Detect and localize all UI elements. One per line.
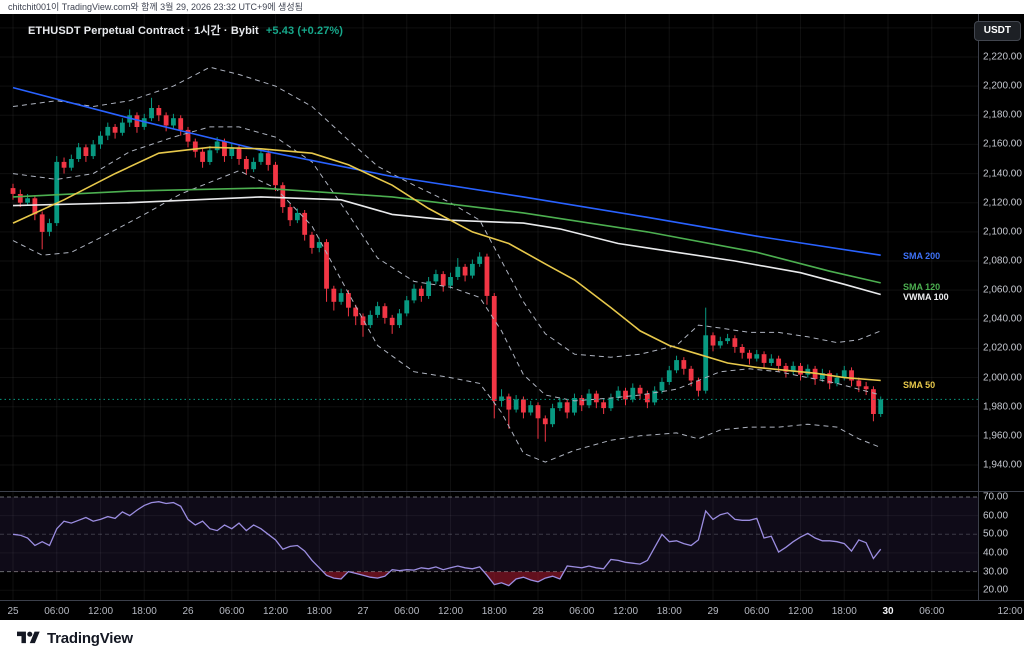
time-tick-label: 06:00 — [744, 606, 770, 617]
symbol-title: ETHUSDT Perpetual Contract · 1시간 · Bybit — [28, 25, 259, 37]
price-tick-label: 2,200.00 — [983, 80, 1022, 92]
time-tick-label: 06:00 — [394, 606, 420, 617]
overlay-line — [12, 86, 881, 256]
price-tick-label: 2,080.00 — [983, 255, 1022, 267]
tradingview-logo-icon — [17, 631, 40, 644]
time-tick-label: 26 — [182, 606, 194, 617]
time-tick-label: 27 — [357, 606, 369, 617]
price-pane[interactable] — [0, 14, 978, 491]
time-tick-label: 12:00 — [787, 606, 814, 617]
overlay-line — [12, 146, 881, 382]
price-tick-label: 2,140.00 — [983, 168, 1022, 180]
time-tick-label: 18:00 — [481, 606, 507, 617]
price-tick-label: 2,100.00 — [983, 226, 1022, 238]
time-tick-label: 06:00 — [219, 606, 245, 617]
price-tick-label: 2,060.00 — [983, 284, 1022, 296]
time-tick-label: 12:00 — [997, 606, 1023, 617]
price-tick-label: 2,120.00 — [983, 197, 1022, 209]
price-tick-label: 1,960.00 — [983, 430, 1022, 442]
time-tick-label: 12:00 — [612, 606, 639, 617]
price-tick-label: 2,020.00 — [983, 342, 1022, 354]
price-tick-label: 2,000.00 — [983, 372, 1022, 384]
time-tick-label: 12:00 — [262, 606, 289, 617]
sma-200-label: SMA 200 — [903, 251, 941, 261]
sma-120-label: SMA 120 — [903, 282, 941, 292]
time-tick-label: 29 — [707, 606, 719, 617]
time-tick-label: 06:00 — [919, 606, 945, 617]
overlay-line — [12, 126, 881, 402]
pane-separator[interactable] — [0, 491, 1024, 492]
time-tick-label: 18:00 — [131, 606, 157, 617]
overlay-line — [12, 196, 881, 296]
time-tick-label: 06:00 — [569, 606, 595, 617]
time-tick-label: 25 — [7, 606, 19, 617]
price-tick-label: 2,180.00 — [983, 109, 1022, 121]
rsi-tick-label: 30.00 — [983, 566, 1009, 578]
rsi-tick-label: 20.00 — [983, 584, 1009, 596]
time-tick-label: 18:00 — [831, 606, 857, 617]
rsi-tick-label: 50.00 — [983, 528, 1009, 540]
rsi-tick-label: 70.00 — [983, 491, 1009, 503]
currency-toggle-button[interactable]: USDT — [973, 21, 1021, 41]
overlay-line — [12, 187, 881, 284]
time-tick-label: 30 — [882, 606, 894, 617]
rsi-tick-label: 60.00 — [983, 510, 1009, 522]
candles-layer — [10, 97, 884, 442]
time-tick-label: 18:00 — [656, 606, 682, 617]
price-tick-label: 2,220.00 — [983, 51, 1022, 63]
chart-area[interactable]: 2,220.00 2,200.00 2,180.00 2,160.00 2,140.00… — [0, 14, 1024, 620]
footer: TradingView — [0, 620, 1024, 656]
overlay-line — [12, 66, 881, 358]
time-tick-label: 28 — [532, 606, 544, 617]
sma-50-label: SMA 50 — [903, 380, 936, 390]
symbol-legend[interactable]: ETHUSDT Perpetual Contract · 1시간 · Bybit… — [28, 22, 343, 38]
brand-wordmark: TradingView — [47, 629, 133, 647]
time-tick-label: 06:00 — [44, 606, 70, 617]
attribution-banner: chitchit001이 TradingView.com와 함께 3월 29, … — [0, 0, 1024, 14]
rsi-tick-label: 40.00 — [983, 547, 1009, 559]
rsi-pane[interactable] — [0, 492, 978, 600]
price-change: +5.43 (+0.27%) — [265, 25, 344, 37]
vwma-100-label: VWMA 100 — [903, 292, 949, 302]
rsi-line — [12, 501, 882, 587]
time-tick-label: 12:00 — [87, 606, 114, 617]
price-axis[interactable]: 2,220.00 2,200.00 2,180.00 2,160.00 2,140.00… — [978, 14, 1024, 600]
price-tick-label: 2,160.00 — [983, 138, 1022, 150]
price-tick-label: 1,940.00 — [983, 459, 1022, 471]
price-tick-label: 2,040.00 — [983, 313, 1022, 325]
time-tick-label: 18:00 — [306, 606, 332, 617]
attribution-text: chitchit001이 TradingView.com와 함께 3월 29, … — [8, 2, 303, 12]
time-tick-label: 12:00 — [437, 606, 464, 617]
overlay-line — [12, 170, 881, 463]
price-tick-label: 1,980.00 — [983, 401, 1022, 413]
time-axis[interactable]: 25 06:00 12:00 18:00 26 06:00 12:00 18:00 27 06:0… — [0, 600, 1024, 620]
